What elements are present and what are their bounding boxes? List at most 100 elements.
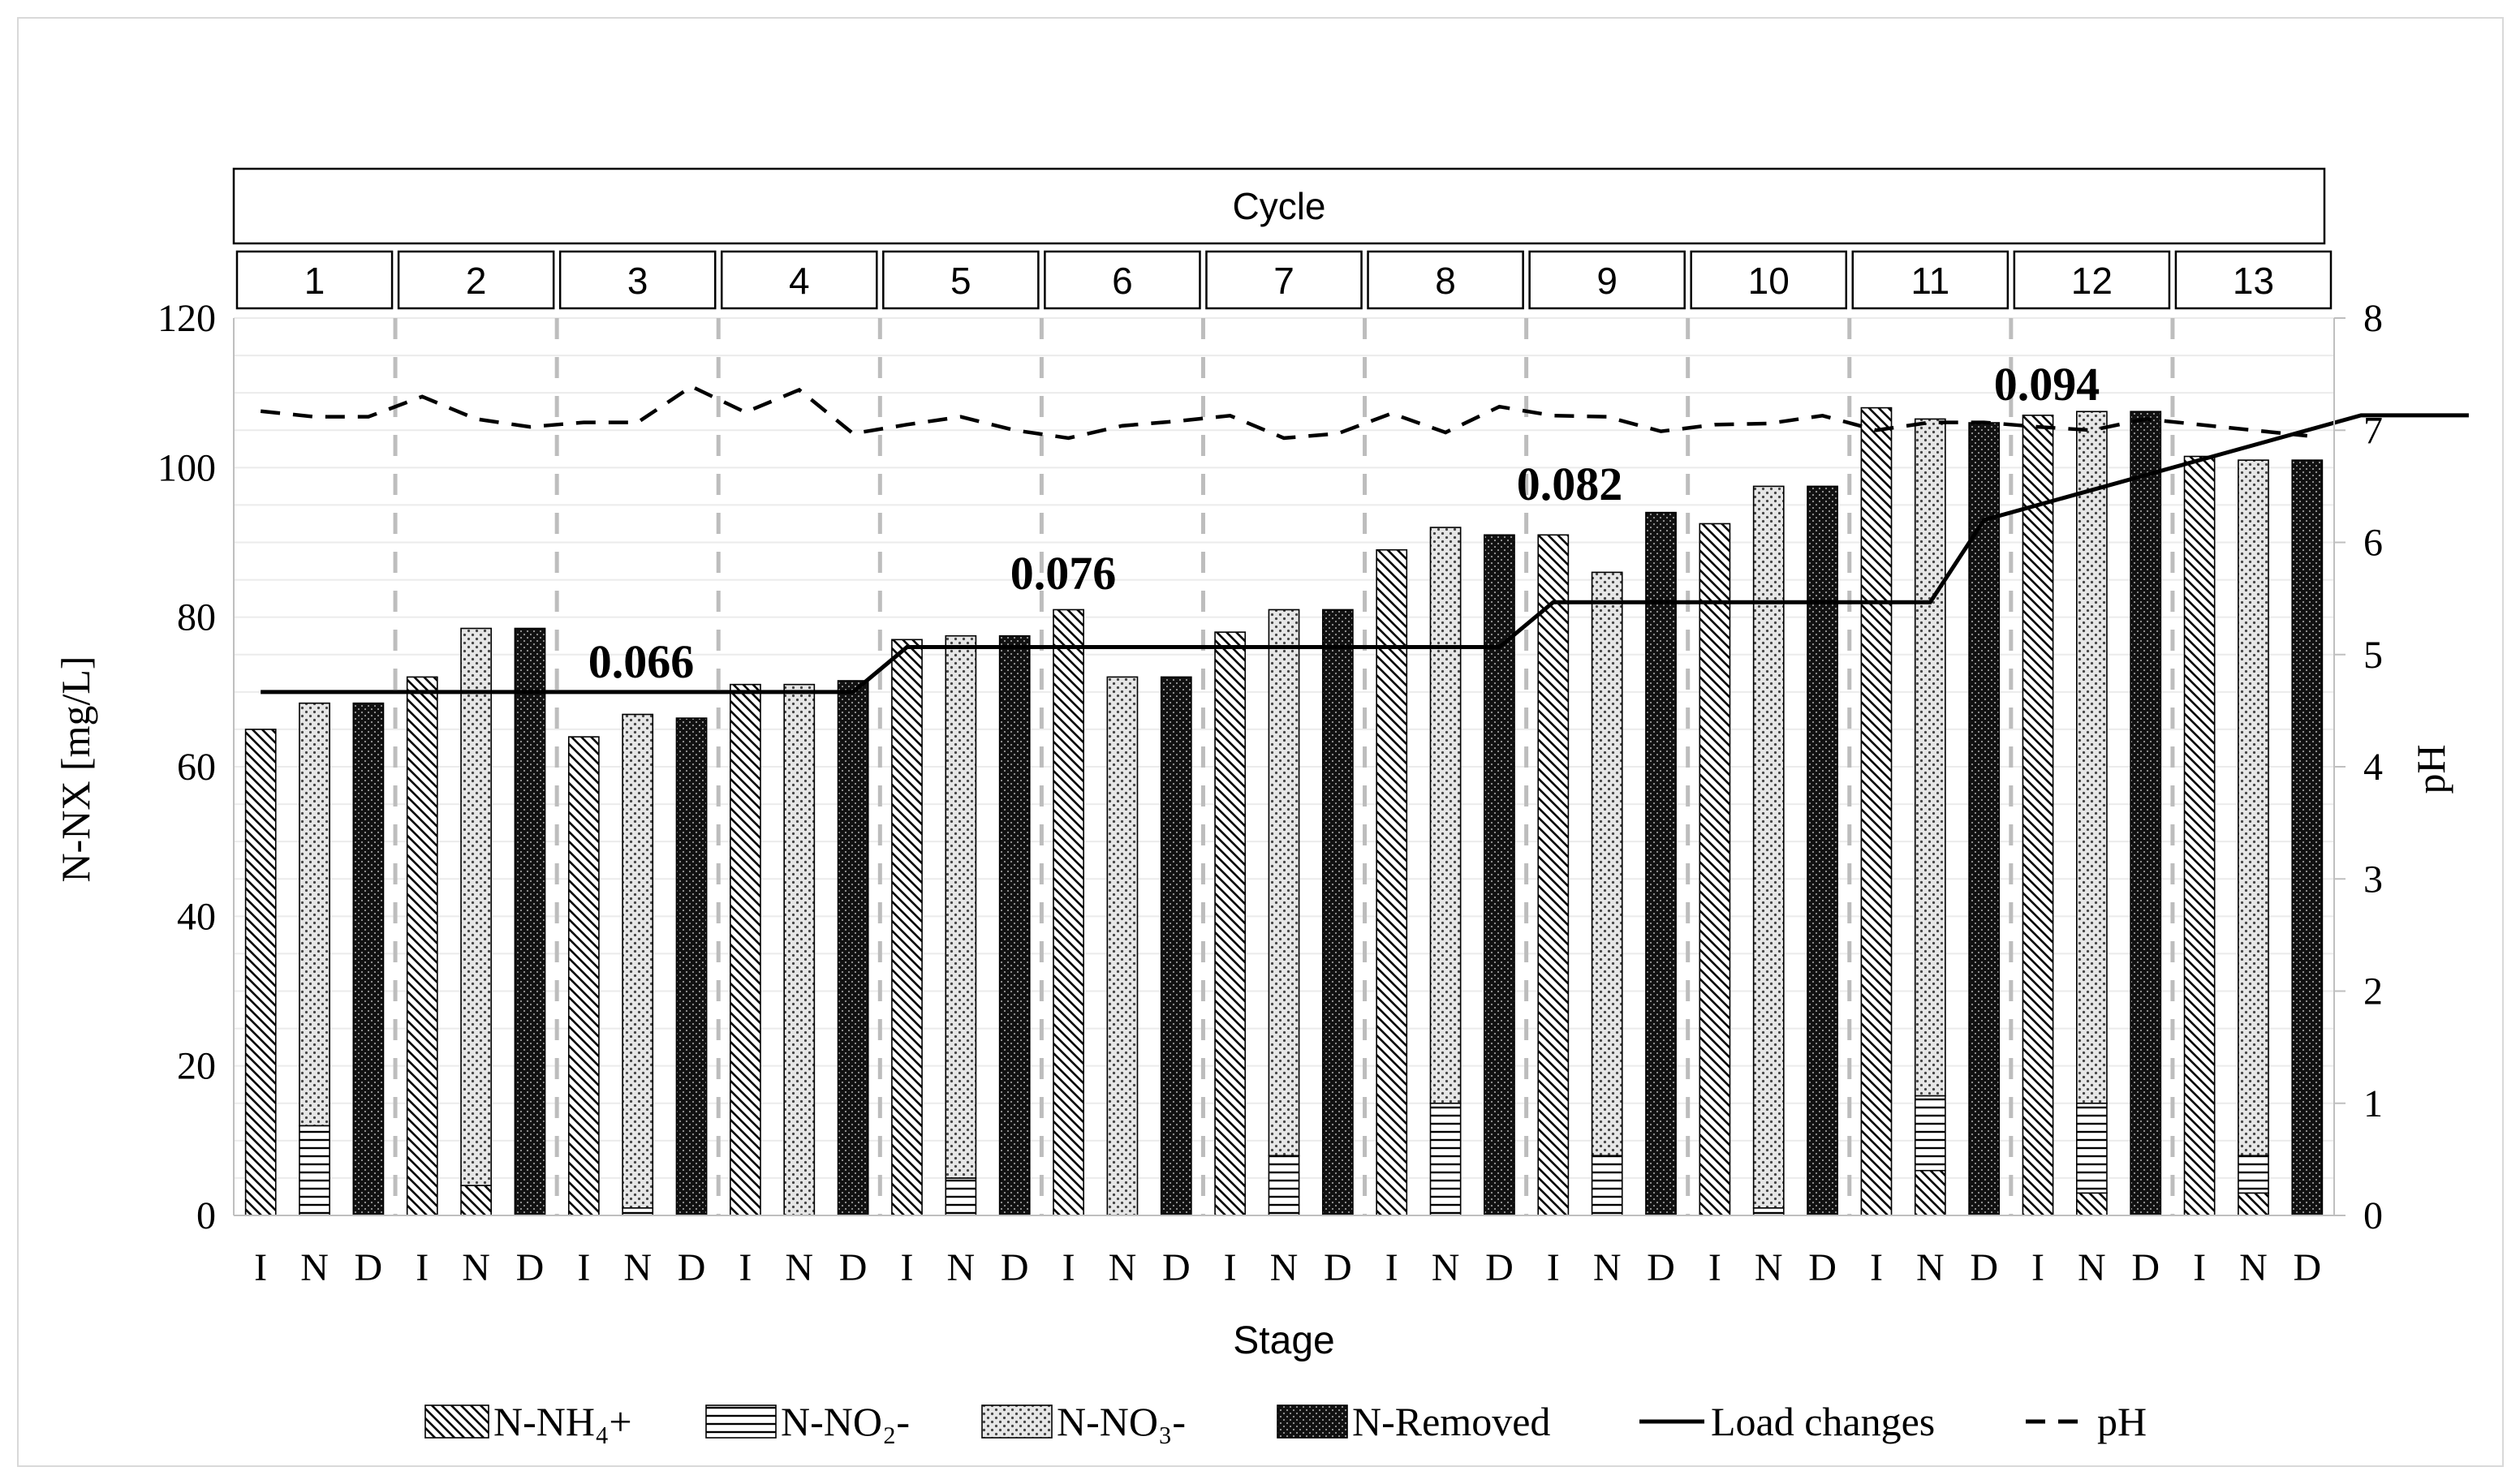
stage-label: N [300, 1246, 329, 1289]
stage-label: N [785, 1246, 813, 1289]
bar-segment [730, 683, 761, 1216]
stage-label: D [2293, 1246, 2321, 1289]
bar-segment [406, 676, 438, 1216]
stage-label: D [1485, 1246, 1514, 1289]
y2-tick-label: 7 [2363, 409, 2383, 452]
bar-segment [622, 1207, 654, 1216]
bar-segment [1591, 571, 1623, 1157]
bar-segment [1860, 406, 1893, 1216]
legend-label: N-Removed [1352, 1399, 1550, 1444]
bar-segment [891, 639, 923, 1216]
bars [244, 406, 2324, 1216]
load-label-2: 0.076 [1010, 547, 1117, 600]
bar-segment [2076, 1192, 2108, 1216]
y-tick-label: 20 [177, 1045, 216, 1088]
stage-label: D [1324, 1246, 1352, 1289]
legend-label: N-NO₂- [781, 1399, 910, 1444]
cycle-box [2174, 250, 2333, 310]
bar-segment [945, 1177, 977, 1216]
cycle-box [1205, 250, 1363, 310]
stage-label: I [739, 1246, 752, 1289]
cycle-labels: 1 2 3 4 5 6 7 8 9 10 11 12 13 [235, 250, 2333, 310]
stage-label: I [1385, 1246, 1398, 1289]
stage-label: N [1270, 1246, 1299, 1289]
stage-label: N [2078, 1246, 2106, 1289]
cycle-box [235, 250, 394, 310]
y2-tick-label: 6 [2363, 522, 2383, 565]
load-changes-line [261, 413, 2469, 695]
cycle-box [882, 250, 1040, 310]
bar-segment [1968, 422, 2001, 1216]
bar-segment [460, 1185, 492, 1216]
axes: 0 20 40 60 80 100 120 0 1 2 3 4 5 6 7 8 [157, 297, 2383, 1237]
stage-label: I [1062, 1246, 1075, 1289]
stage-label: N [1432, 1246, 1460, 1289]
stage-label: D [1162, 1246, 1191, 1289]
cycle-box [1690, 250, 1848, 310]
y2-tick-label: 5 [2363, 634, 2383, 677]
bar-segment [1053, 609, 1084, 1216]
cycle-label: 2 [466, 260, 487, 302]
cycle-box [1044, 250, 1201, 310]
bar-segment [567, 736, 600, 1216]
bar-segment [1429, 527, 1462, 1104]
load-label-4: 0.094 [1994, 358, 2100, 411]
cycle-box [720, 250, 878, 310]
bar-segment [1645, 511, 1677, 1216]
bar-segment [2238, 1192, 2269, 1216]
stage-label: D [1970, 1246, 1998, 1289]
stage-label: I [900, 1246, 913, 1289]
bar-segment [1214, 631, 1247, 1216]
cycle-box [1528, 250, 1686, 310]
y-tick-label: 0 [196, 1194, 216, 1237]
stage-label: N [462, 1246, 490, 1289]
y2-tick-label: 4 [2363, 746, 2383, 789]
stage-label: N [2239, 1246, 2268, 1289]
stage-label: I [1224, 1246, 1237, 1289]
stage-label: I [1708, 1246, 1721, 1289]
stage-label: N [1755, 1246, 1783, 1289]
bar-segment [299, 702, 330, 1127]
cycle-label: 7 [1273, 260, 1294, 302]
stage-label: D [355, 1246, 383, 1289]
legend-swatch [705, 1404, 777, 1439]
cycle-box [558, 250, 717, 310]
bar-segment [675, 717, 708, 1216]
legend-label: N-NO₃- [1057, 1399, 1186, 1444]
bar-segment [2183, 455, 2216, 1216]
stage-label: D [839, 1246, 868, 1289]
bar-segment [2130, 411, 2162, 1216]
legend-swatch [424, 1404, 489, 1439]
stage-label: I [416, 1246, 429, 1289]
bar-segment [244, 729, 277, 1216]
cycle-box [1851, 250, 2010, 310]
stage-label: N [1593, 1246, 1622, 1289]
y2-tick-label: 0 [2363, 1194, 2383, 1237]
bar-segment [2076, 411, 2108, 1104]
stage-label: D [2131, 1246, 2160, 1289]
stage-label: D [516, 1246, 545, 1289]
bar-segment [1537, 534, 1570, 1216]
bar-segment [2238, 459, 2269, 1157]
stage-label: D [1808, 1246, 1837, 1289]
ph-line [260, 384, 2308, 441]
cycle-header: Cycle [232, 167, 2326, 245]
stage-label: I [2031, 1246, 2044, 1289]
cycle-label: 12 [2071, 260, 2113, 302]
legend-label: N-NH₄+ [493, 1399, 632, 1444]
y2-tick-label: 3 [2363, 858, 2383, 901]
y-tick-label: 100 [157, 446, 216, 489]
bar-segment [1429, 1102, 1462, 1216]
bar-segment [998, 634, 1031, 1216]
bar-segment [352, 702, 385, 1216]
stage-label: I [1547, 1246, 1560, 1289]
cycle-label: 5 [950, 260, 971, 302]
cycle-label: 9 [1596, 260, 1618, 302]
bar-segment [1160, 676, 1192, 1216]
stage-label: N [1109, 1246, 1137, 1289]
cycle-label: 6 [1112, 260, 1133, 302]
cycle-label: 1 [304, 260, 325, 302]
cycle-header-box [232, 167, 2326, 245]
